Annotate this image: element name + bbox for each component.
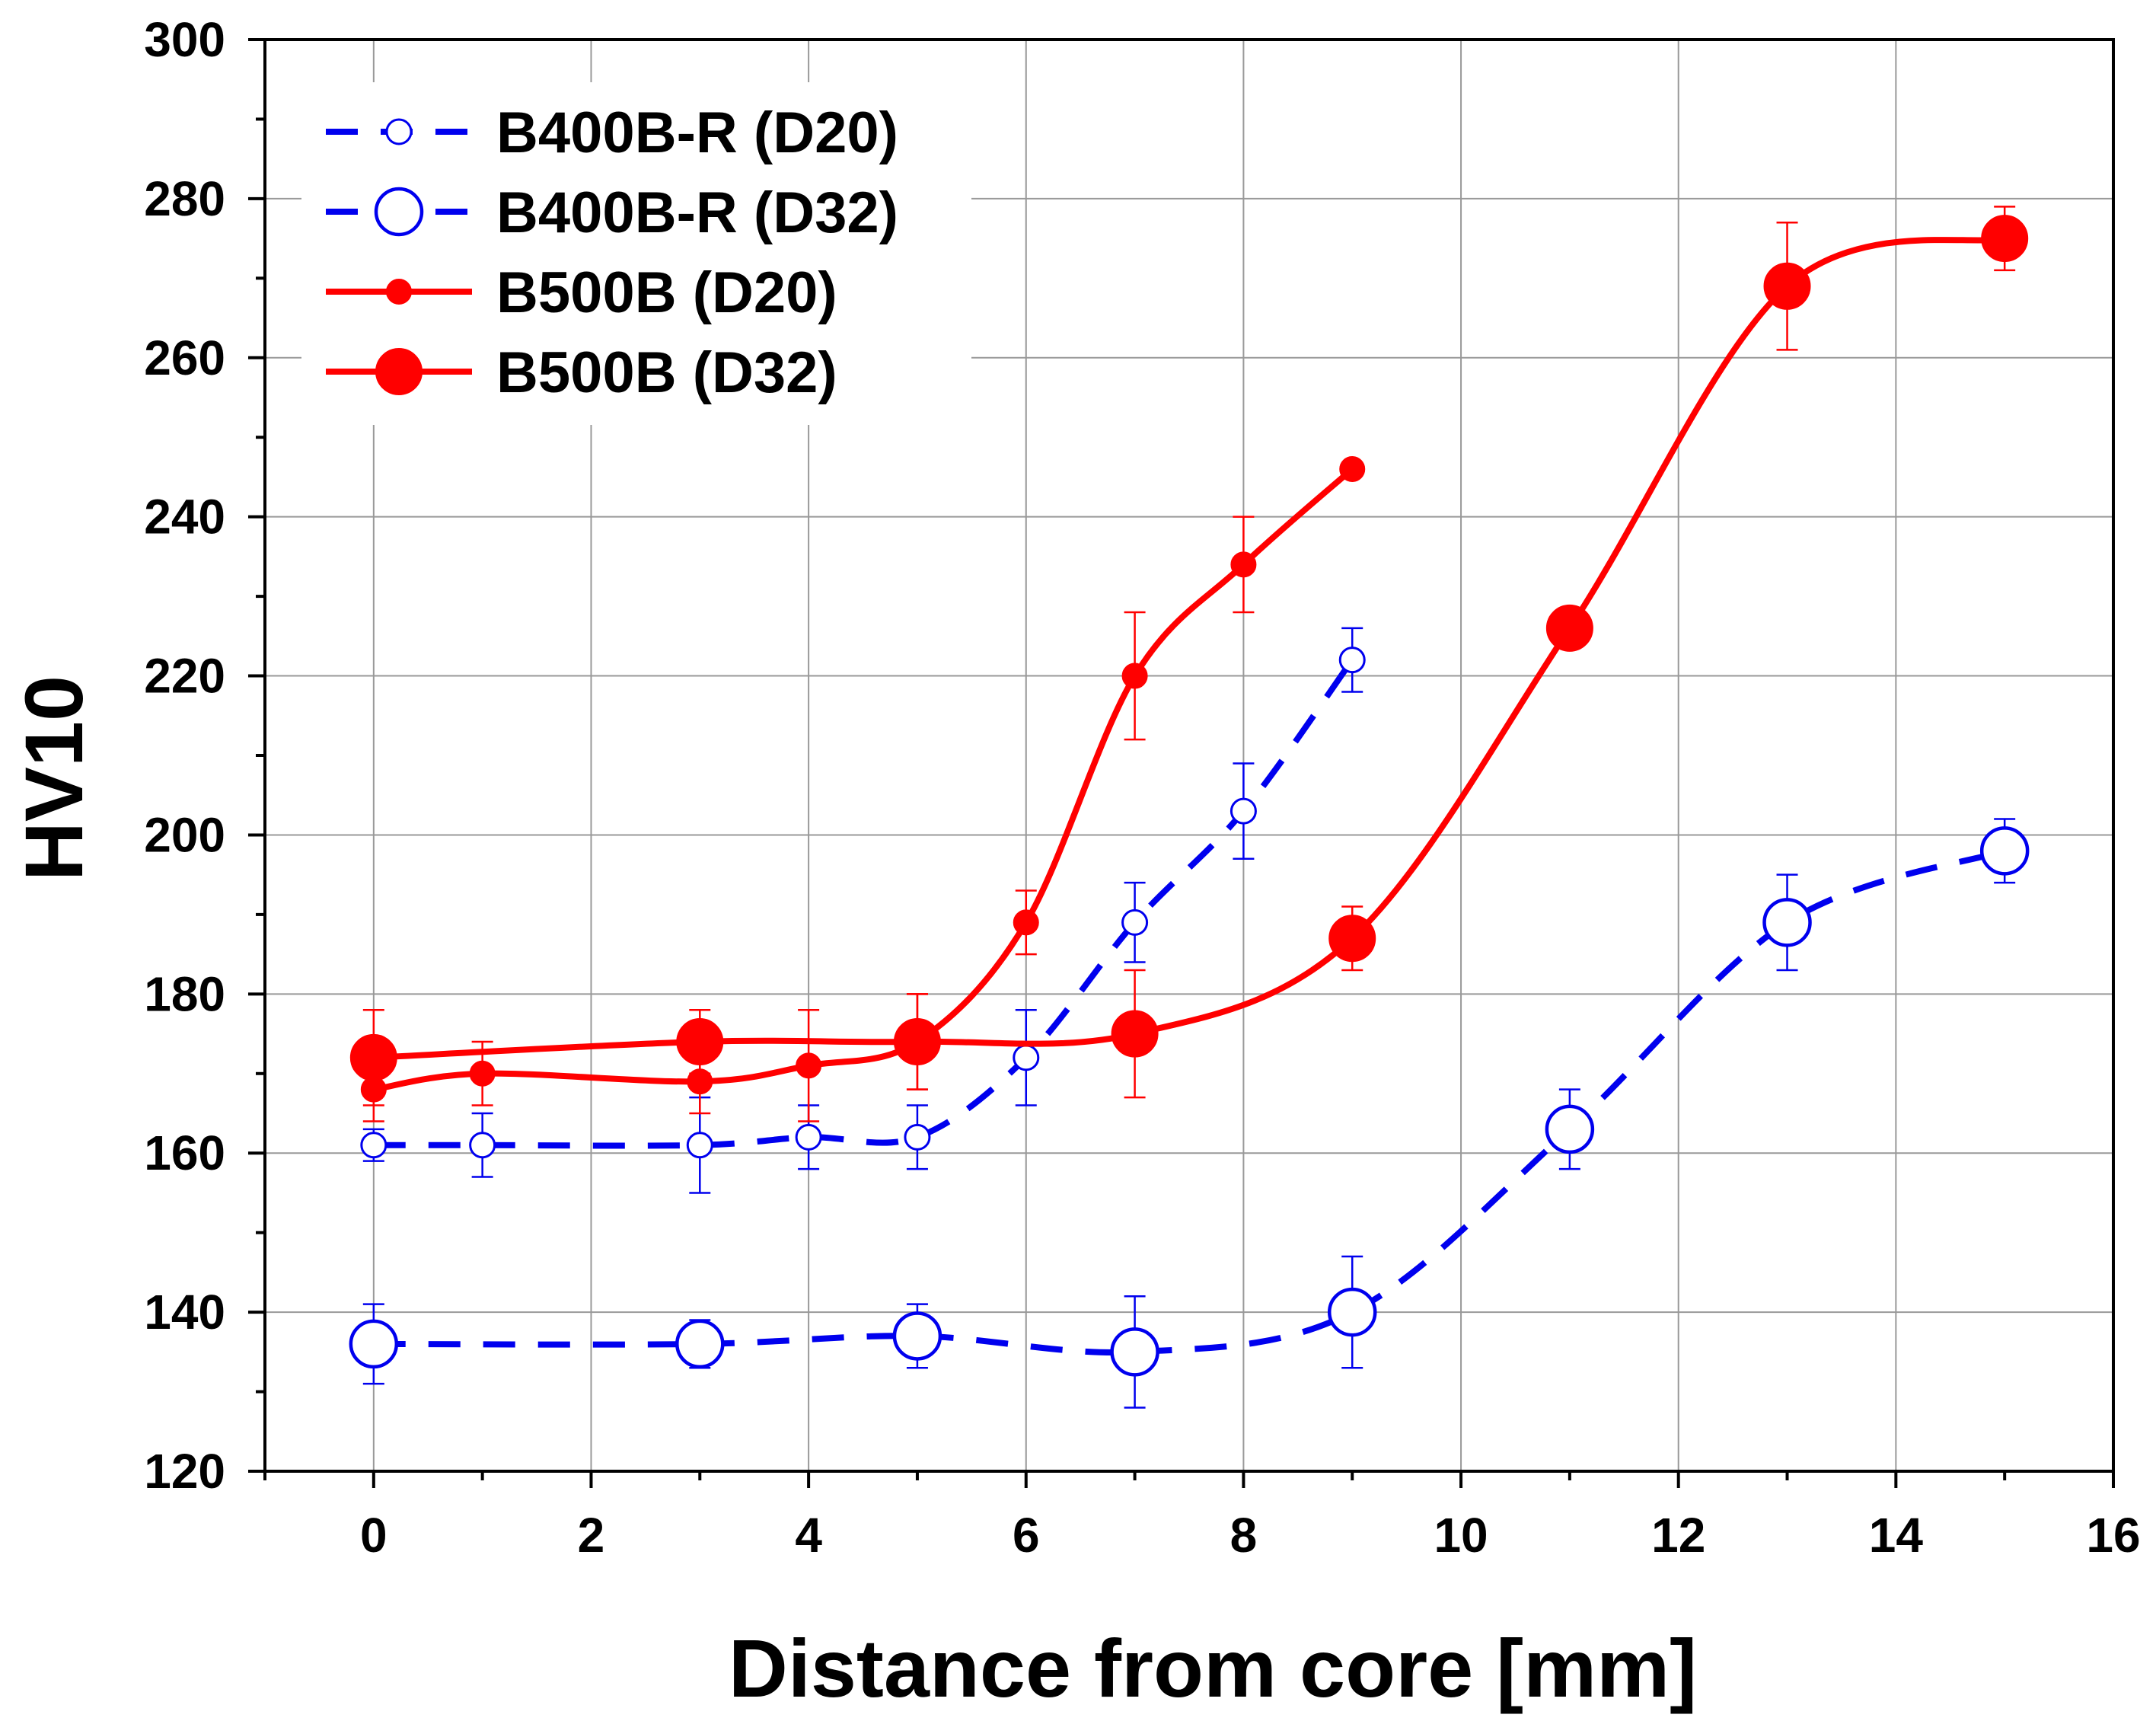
x-tick-label: 10 xyxy=(1434,1508,1488,1563)
data-point xyxy=(469,1132,496,1159)
data-point xyxy=(1762,898,1812,947)
legend-label-b500b-d20: B500B (D20) xyxy=(496,260,837,325)
y-tick-label: 260 xyxy=(144,330,225,385)
y-tick-label: 220 xyxy=(144,649,225,704)
y-tick-label: 160 xyxy=(144,1126,225,1180)
legend-marker-b500b-d32 xyxy=(375,348,423,395)
data-point xyxy=(796,1052,822,1079)
data-point xyxy=(1230,551,1257,578)
x-tick-label: 6 xyxy=(1013,1508,1040,1563)
y-tick-label: 280 xyxy=(144,171,225,226)
data-point xyxy=(349,1319,399,1369)
data-point xyxy=(1763,262,1811,310)
series-b500b-d32 xyxy=(349,206,2029,1106)
x-tick-label: 16 xyxy=(2086,1508,2140,1563)
data-point xyxy=(469,1060,496,1087)
data-point xyxy=(1328,915,1376,963)
data-point xyxy=(1979,826,2030,876)
series-lines xyxy=(349,206,2030,1409)
y-tick-label: 300 xyxy=(144,12,225,67)
data-point xyxy=(1013,909,1039,936)
legend-label-b400b-r-d32: B400B-R (D32) xyxy=(496,180,898,245)
y-axis-title: HV10 xyxy=(8,675,100,881)
data-point xyxy=(1229,797,1257,825)
data-point xyxy=(892,1311,942,1361)
data-point xyxy=(686,1132,713,1159)
data-point xyxy=(893,1018,941,1065)
data-point xyxy=(1339,456,1366,482)
series-b400b-r-d32 xyxy=(349,818,2030,1409)
x-axis-title: Distance from core [mm] xyxy=(729,1622,1697,1714)
y-tick-label: 120 xyxy=(144,1444,225,1499)
legend-marker-b500b-d20 xyxy=(386,279,412,305)
series-b400b-r-d20 xyxy=(360,627,1366,1194)
x-tick-label: 8 xyxy=(1230,1508,1258,1563)
x-tick-label: 12 xyxy=(1651,1508,1705,1563)
legend-marker-b400b-r-d32 xyxy=(374,187,424,237)
data-point xyxy=(1121,663,1148,689)
y-tick-label: 180 xyxy=(144,966,225,1021)
x-tick-label: 14 xyxy=(1869,1508,1924,1563)
data-point xyxy=(349,1033,397,1081)
series-line xyxy=(373,235,2006,1061)
legend-marker-b400b-r-d20 xyxy=(385,118,413,145)
series-line xyxy=(373,658,1355,1149)
x-tick-label: 4 xyxy=(795,1508,822,1563)
legend: B400B-R (D20) B400B-R (D32) B500B (D20) B50… xyxy=(301,82,971,425)
data-point xyxy=(1545,1104,1595,1154)
legend-label-b400b-r-d20: B400B-R (D20) xyxy=(496,101,898,165)
y-tick-label: 240 xyxy=(144,490,225,544)
data-point xyxy=(1545,604,1593,652)
data-point xyxy=(1013,1044,1040,1071)
data-point xyxy=(1111,1010,1159,1058)
data-point xyxy=(1338,647,1366,674)
data-point xyxy=(360,1132,388,1159)
data-point xyxy=(1981,215,2029,263)
data-point xyxy=(795,1123,822,1151)
axis-ticks: 0 2 4 6 8 10 12 14 16 120 140 160 180 200 220 240 260 280… xyxy=(144,12,2140,1563)
data-point xyxy=(1110,1327,1159,1377)
data-point xyxy=(675,1319,725,1369)
data-point xyxy=(676,1018,724,1065)
x-tick-label: 0 xyxy=(360,1508,388,1563)
y-tick-label: 200 xyxy=(144,807,225,862)
x-tick-label: 2 xyxy=(578,1508,605,1563)
legend-label-b500b-d32: B500B (D32) xyxy=(496,340,837,405)
data-point xyxy=(1121,908,1149,936)
data-point xyxy=(904,1123,931,1151)
y-tick-label: 140 xyxy=(144,1285,225,1339)
data-point xyxy=(1327,1287,1377,1337)
